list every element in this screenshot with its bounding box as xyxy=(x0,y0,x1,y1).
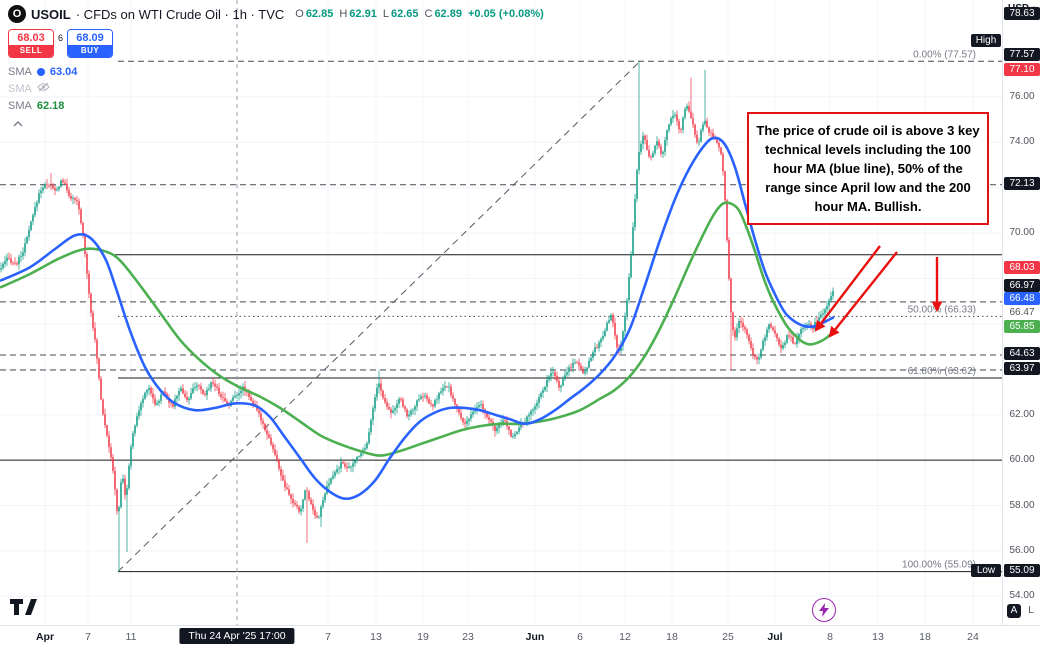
price-axis-label: 66.97 xyxy=(1004,279,1040,292)
price-axis-label: 77.10 xyxy=(1004,63,1040,76)
sma-200-line[interactable] xyxy=(0,201,835,457)
close-value: 62.89 xyxy=(434,8,462,20)
crosshair-time-badge: Thu 24 Apr '25 17:00 xyxy=(179,628,295,644)
buy-price: 68.09 xyxy=(68,30,113,45)
annotation-callout: The price of crude oil is above 3 key te… xyxy=(747,112,989,225)
price-axis-label: 70.00 xyxy=(1009,227,1035,238)
gridlines xyxy=(0,0,1002,625)
price-axis-label: 60.00 xyxy=(1009,454,1035,465)
price-axis-label: 72.13 xyxy=(1004,177,1040,190)
price-axis-label: 65.85 xyxy=(1004,320,1040,333)
price-axis-label: Low xyxy=(971,564,1001,577)
tradingview-logo[interactable] xyxy=(10,597,40,622)
time-axis-label: Jul xyxy=(767,631,783,643)
sma-color-dot-icon xyxy=(36,67,45,76)
visibility-off-icon[interactable] xyxy=(37,82,50,95)
symbol-logo-icon: O xyxy=(8,5,26,23)
indicator-sma-hidden[interactable]: SMA xyxy=(8,80,544,97)
indicator-sma-blue[interactable]: SMA 63.04 xyxy=(8,63,544,80)
price-axis-label: 74.00 xyxy=(1009,136,1035,147)
open-value: 62.85 xyxy=(305,8,334,20)
buy-button[interactable]: 68.09 BUY xyxy=(67,29,114,58)
indicator-sma-green[interactable]: SMA 62.18 xyxy=(8,97,544,114)
annotation-text: The price of crude oil is above 3 key te… xyxy=(756,123,980,214)
svg-text:61.80% (63.62): 61.80% (63.62) xyxy=(908,366,976,377)
sell-label: SELL xyxy=(9,45,53,57)
low-value: 62.65 xyxy=(390,8,419,20)
price-axis-label: 66.48 xyxy=(1004,292,1040,305)
time-axis-label: 6 xyxy=(577,631,583,643)
time-axis-label: 19 xyxy=(417,631,429,643)
price-axis-label: 76.00 xyxy=(1009,91,1035,102)
high-value: 62.91 xyxy=(349,8,377,20)
sell-button[interactable]: 68.03 SELL xyxy=(8,29,54,58)
quick-trade-button[interactable] xyxy=(812,598,836,622)
price-axis-label: 68.03 xyxy=(1004,261,1040,274)
svg-text:50.00% (66.33): 50.00% (66.33) xyxy=(908,304,976,315)
collapse-legend-button[interactable] xyxy=(8,117,28,131)
annotation-arrows xyxy=(814,245,943,338)
price-axis-label: 62.00 xyxy=(1009,409,1035,420)
symbol-description: · CFDs on WTI Crude Oil · 1h · TVC xyxy=(75,6,285,22)
chart-legend: O USOIL · CFDs on WTI Crude Oil · 1h · T… xyxy=(8,5,544,131)
chevron-up-icon xyxy=(13,121,23,127)
low-label: L xyxy=(382,8,389,20)
ohlc-readout: O 62.85 H 62.91 L 62.65 C 62.89 +0.05 (+0.08… xyxy=(295,8,544,20)
time-axis-label: 18 xyxy=(919,631,931,643)
close-label: C xyxy=(424,8,433,20)
time-axis-label: 24 xyxy=(967,631,979,643)
open-label: O xyxy=(295,8,304,20)
sma-label: SMA xyxy=(8,82,32,95)
price-axis-label: 55.09 xyxy=(1004,564,1040,577)
price-axis[interactable]: USD ▾ 78.63High77.5777.1076.0074.0072.13… xyxy=(971,0,1040,625)
change-value: +0.05 (+0.08%) xyxy=(467,8,544,20)
auto-scale-button[interactable]: A xyxy=(1007,604,1021,618)
price-axis-label: 58.00 xyxy=(1009,500,1035,511)
trade-buttons: 68.03 SELL 6 68.09 BUY xyxy=(8,29,544,58)
time-axis[interactable]: Apr 7 11 7 13 19 23 Jun 6 12 18 25 Jul 8 13 18 24 Thu 24… xyxy=(0,625,1040,647)
sell-price: 68.03 xyxy=(9,30,53,45)
time-axis-label: Apr xyxy=(35,631,55,643)
time-axis-label: 8 xyxy=(827,631,833,643)
price-axis-label: High xyxy=(971,34,1001,47)
price-axis-label: 77.57 xyxy=(1004,48,1040,61)
sma-100-line[interactable] xyxy=(0,136,835,501)
time-axis-label: 7 xyxy=(85,631,91,643)
price-chart-canvas[interactable]: 0.00% (77.57) 50.00% (66.33) 61.80% (63.62… xyxy=(0,0,1002,625)
axis-scale-buttons: A L xyxy=(1007,604,1038,618)
trendline[interactable] xyxy=(117,60,641,572)
price-axis-label: 54.00 xyxy=(1009,590,1035,601)
time-axis-label: 13 xyxy=(872,631,884,643)
spread-value: 6 xyxy=(58,33,64,43)
price-axis-label: 64.63 xyxy=(1004,347,1040,360)
time-axis-label: 7 xyxy=(325,631,331,643)
price-axis-label: 78.63 xyxy=(1004,7,1040,20)
time-axis-label: 11 xyxy=(125,631,137,643)
sma-blue-value: 63.04 xyxy=(49,65,78,78)
sma-label: SMA xyxy=(8,99,32,112)
chart-plot-area[interactable]: 0.00% (77.57) 50.00% (66.33) 61.80% (63.62… xyxy=(0,0,1002,625)
high-label: H xyxy=(339,8,348,20)
time-axis-label: 25 xyxy=(722,631,734,643)
log-scale-button[interactable]: L xyxy=(1028,605,1034,616)
svg-text:0.00% (77.57): 0.00% (77.57) xyxy=(913,49,976,60)
price-axis-label: 66.47 xyxy=(1004,306,1040,319)
price-axis-label: 63.97 xyxy=(1004,362,1040,375)
sma-label: SMA xyxy=(8,65,32,78)
time-axis-label: 12 xyxy=(619,631,631,643)
time-axis-label: 13 xyxy=(370,631,382,643)
svg-text:100.00% (55.09): 100.00% (55.09) xyxy=(902,560,976,571)
time-axis-label: Jun xyxy=(525,631,545,643)
price-axis-label: 56.00 xyxy=(1009,545,1035,556)
sma-green-value: 62.18 xyxy=(36,99,65,112)
time-axis-label: 23 xyxy=(462,631,474,643)
time-axis-label: 18 xyxy=(666,631,678,643)
symbol-name[interactable]: USOIL xyxy=(31,6,71,22)
buy-label: BUY xyxy=(68,45,113,57)
lightning-icon xyxy=(819,603,829,617)
